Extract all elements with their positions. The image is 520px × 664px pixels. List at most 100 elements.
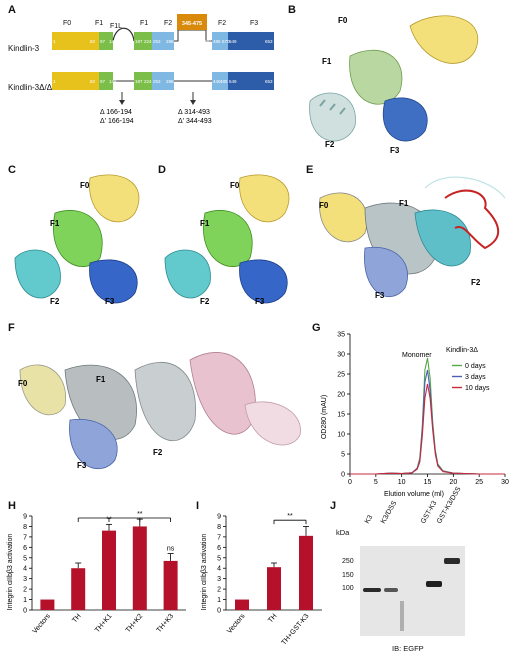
chart-g-legend-entry: 3 days — [465, 374, 486, 381]
ph-range-label: 345-475 — [182, 21, 202, 27]
chart-g-legend-entry: 10 days — [465, 385, 490, 392]
bar-chart-ytick-label: 8 — [23, 524, 27, 531]
bar-chart-ytick-label: 6 — [217, 545, 221, 552]
panel-label-d: D — [158, 164, 166, 176]
chart-g-xtick-label: 25 — [475, 479, 483, 486]
bar-chart-ytick-label: 9 — [217, 514, 221, 521]
panel-label-c: C — [8, 164, 16, 176]
residue-number-row2: 224 — [144, 79, 152, 84]
struct-c-label-f2: F2 — [50, 297, 60, 306]
residue-number-row1: 485 — [213, 39, 221, 44]
significance-label: ** — [137, 511, 143, 518]
residue-number-row1: 390 — [203, 39, 211, 44]
f1l-label: F1L — [110, 23, 123, 30]
deletion-left-1: Δ 166-194 — [100, 109, 132, 116]
residue-number-row2: 440 — [213, 79, 221, 84]
chart-g-legend-title: Kindlin-3Δ — [446, 347, 478, 354]
chart-g-legend-entry: 0 days — [465, 363, 486, 370]
bar-category-label: TH+K2 — [125, 613, 145, 634]
seg-label-f1: F1 — [95, 20, 104, 27]
row2-f0-block — [52, 72, 99, 90]
blot-lane-k3: K3 — [363, 514, 375, 525]
struct-e-label-f3: F3 — [375, 291, 385, 300]
chart-g-ytick-label: 10 — [337, 432, 345, 439]
bar-chart-ytick-label: 0 — [217, 608, 221, 615]
bar-chart-ytick-label: 1 — [23, 597, 27, 604]
struct-f-label-f3: F3 — [77, 461, 87, 470]
chart-g-series — [350, 357, 505, 475]
struct-d-label-f3: F3 — [255, 297, 265, 306]
bar-chart-ytick-label: 6 — [23, 545, 27, 552]
chart-g-xlabel: Elution volume (ml) — [384, 491, 444, 498]
chart-g-ytick-label: 5 — [341, 452, 345, 459]
bar-chart-ytick-label: 3 — [217, 576, 221, 583]
blot-kda-label: kDa — [336, 528, 350, 537]
bar — [299, 535, 313, 610]
chart-g-annotation: Monomer — [402, 352, 432, 359]
row1-f0-block — [52, 32, 99, 50]
bar-category-label: Vectors — [32, 612, 53, 635]
bar — [40, 599, 55, 610]
blot-band-k3-dss — [384, 588, 398, 592]
structure-e: F0 F1 F3 F2 — [319, 176, 506, 300]
bar — [71, 568, 86, 610]
seg-label-f0: F0 — [63, 20, 72, 27]
residue-number-row2: 197 — [135, 79, 143, 84]
chart-g-series-line — [350, 383, 505, 475]
chart-h-ylabel: Integrin αIIbβ3 activation — [7, 534, 14, 611]
bar-chart-ytick-label: 0 — [23, 608, 27, 615]
structure-b-ribbon — [309, 15, 478, 142]
row2-f2b-block — [212, 72, 228, 90]
chart-g-ytick-label: 20 — [337, 392, 345, 399]
residue-number-row2: 97 — [100, 79, 106, 84]
chart-g-xtick-label: 10 — [398, 479, 406, 486]
bar — [163, 560, 178, 610]
structure-b: F0 F1 F2 F3 — [309, 15, 478, 155]
struct-b-label-f3: F3 — [390, 146, 400, 155]
blot-footer: IB: EGFP — [392, 644, 424, 653]
chart-g-xtick-label: 15 — [424, 479, 432, 486]
row2-f1b-block — [134, 72, 152, 90]
panel-label-a: A — [8, 4, 16, 16]
residue-number-row2: 653 — [265, 79, 273, 84]
bar — [132, 526, 147, 610]
struct-b-label-f2: F2 — [325, 140, 335, 149]
blot-lane-k3-dss: K3/DSS — [379, 499, 399, 525]
deletion-right-1: Δ 314-493 — [178, 109, 210, 116]
chart-g-ytick-label: 0 — [341, 472, 345, 479]
chart-g-ytick-label: 30 — [337, 352, 345, 359]
blot-smear — [400, 601, 404, 631]
struct-c-label-f0: F0 — [80, 181, 90, 190]
bar-chart-ytick-label: 1 — [217, 597, 221, 604]
bar-chart-ytick-label: 3 — [23, 576, 27, 583]
blot-marker-250: 250 — [342, 558, 354, 565]
struct-b-label-f1: F1 — [322, 57, 332, 66]
struct-e-label-f2: F2 — [471, 278, 481, 287]
row2-label: Kindlin-3Δ/Δ' — [8, 83, 54, 92]
chart-i: 0 1 2 3 4 5 6 7 8 9 Vectors TH TH+GST-K3 ** Integrin… — [201, 513, 322, 647]
panel-label-e: E — [306, 164, 314, 176]
structure-f: F0 F1 F3 F2 — [18, 352, 301, 470]
row2-f3-block — [228, 72, 274, 90]
chart-g-xtick-label: 0 — [348, 479, 352, 486]
struct-e-label-f1: F1 — [399, 199, 409, 208]
blot-marker-150: 150 — [342, 572, 354, 579]
f1l-loop — [112, 27, 135, 42]
row1-label: Kindlin-3 — [8, 44, 40, 53]
chart-g-legend: 0 days 3 days 10 days — [452, 363, 490, 392]
bar-chart-ytick-label: 8 — [217, 524, 221, 531]
bar-chart-ytick-label: 9 — [23, 514, 27, 521]
bar-category-label: Vectors — [226, 612, 247, 635]
bar-category-label: TH+K3 — [156, 613, 176, 634]
residue-number-row2: 253 — [153, 79, 161, 84]
row2-f1-block — [99, 72, 113, 90]
residue-number-row1: 197 — [135, 39, 143, 44]
bar-chart-ytick-label: 7 — [217, 534, 221, 541]
struct-c-label-f1: F1 — [50, 219, 60, 228]
deletion-left-2: Δ' 166-194 — [100, 118, 134, 125]
struct-d-label-f1: F1 — [200, 219, 210, 228]
panel-label-i: I — [196, 500, 200, 512]
struct-f-label-f0: F0 — [18, 379, 28, 388]
row1-f3-block — [228, 32, 274, 50]
